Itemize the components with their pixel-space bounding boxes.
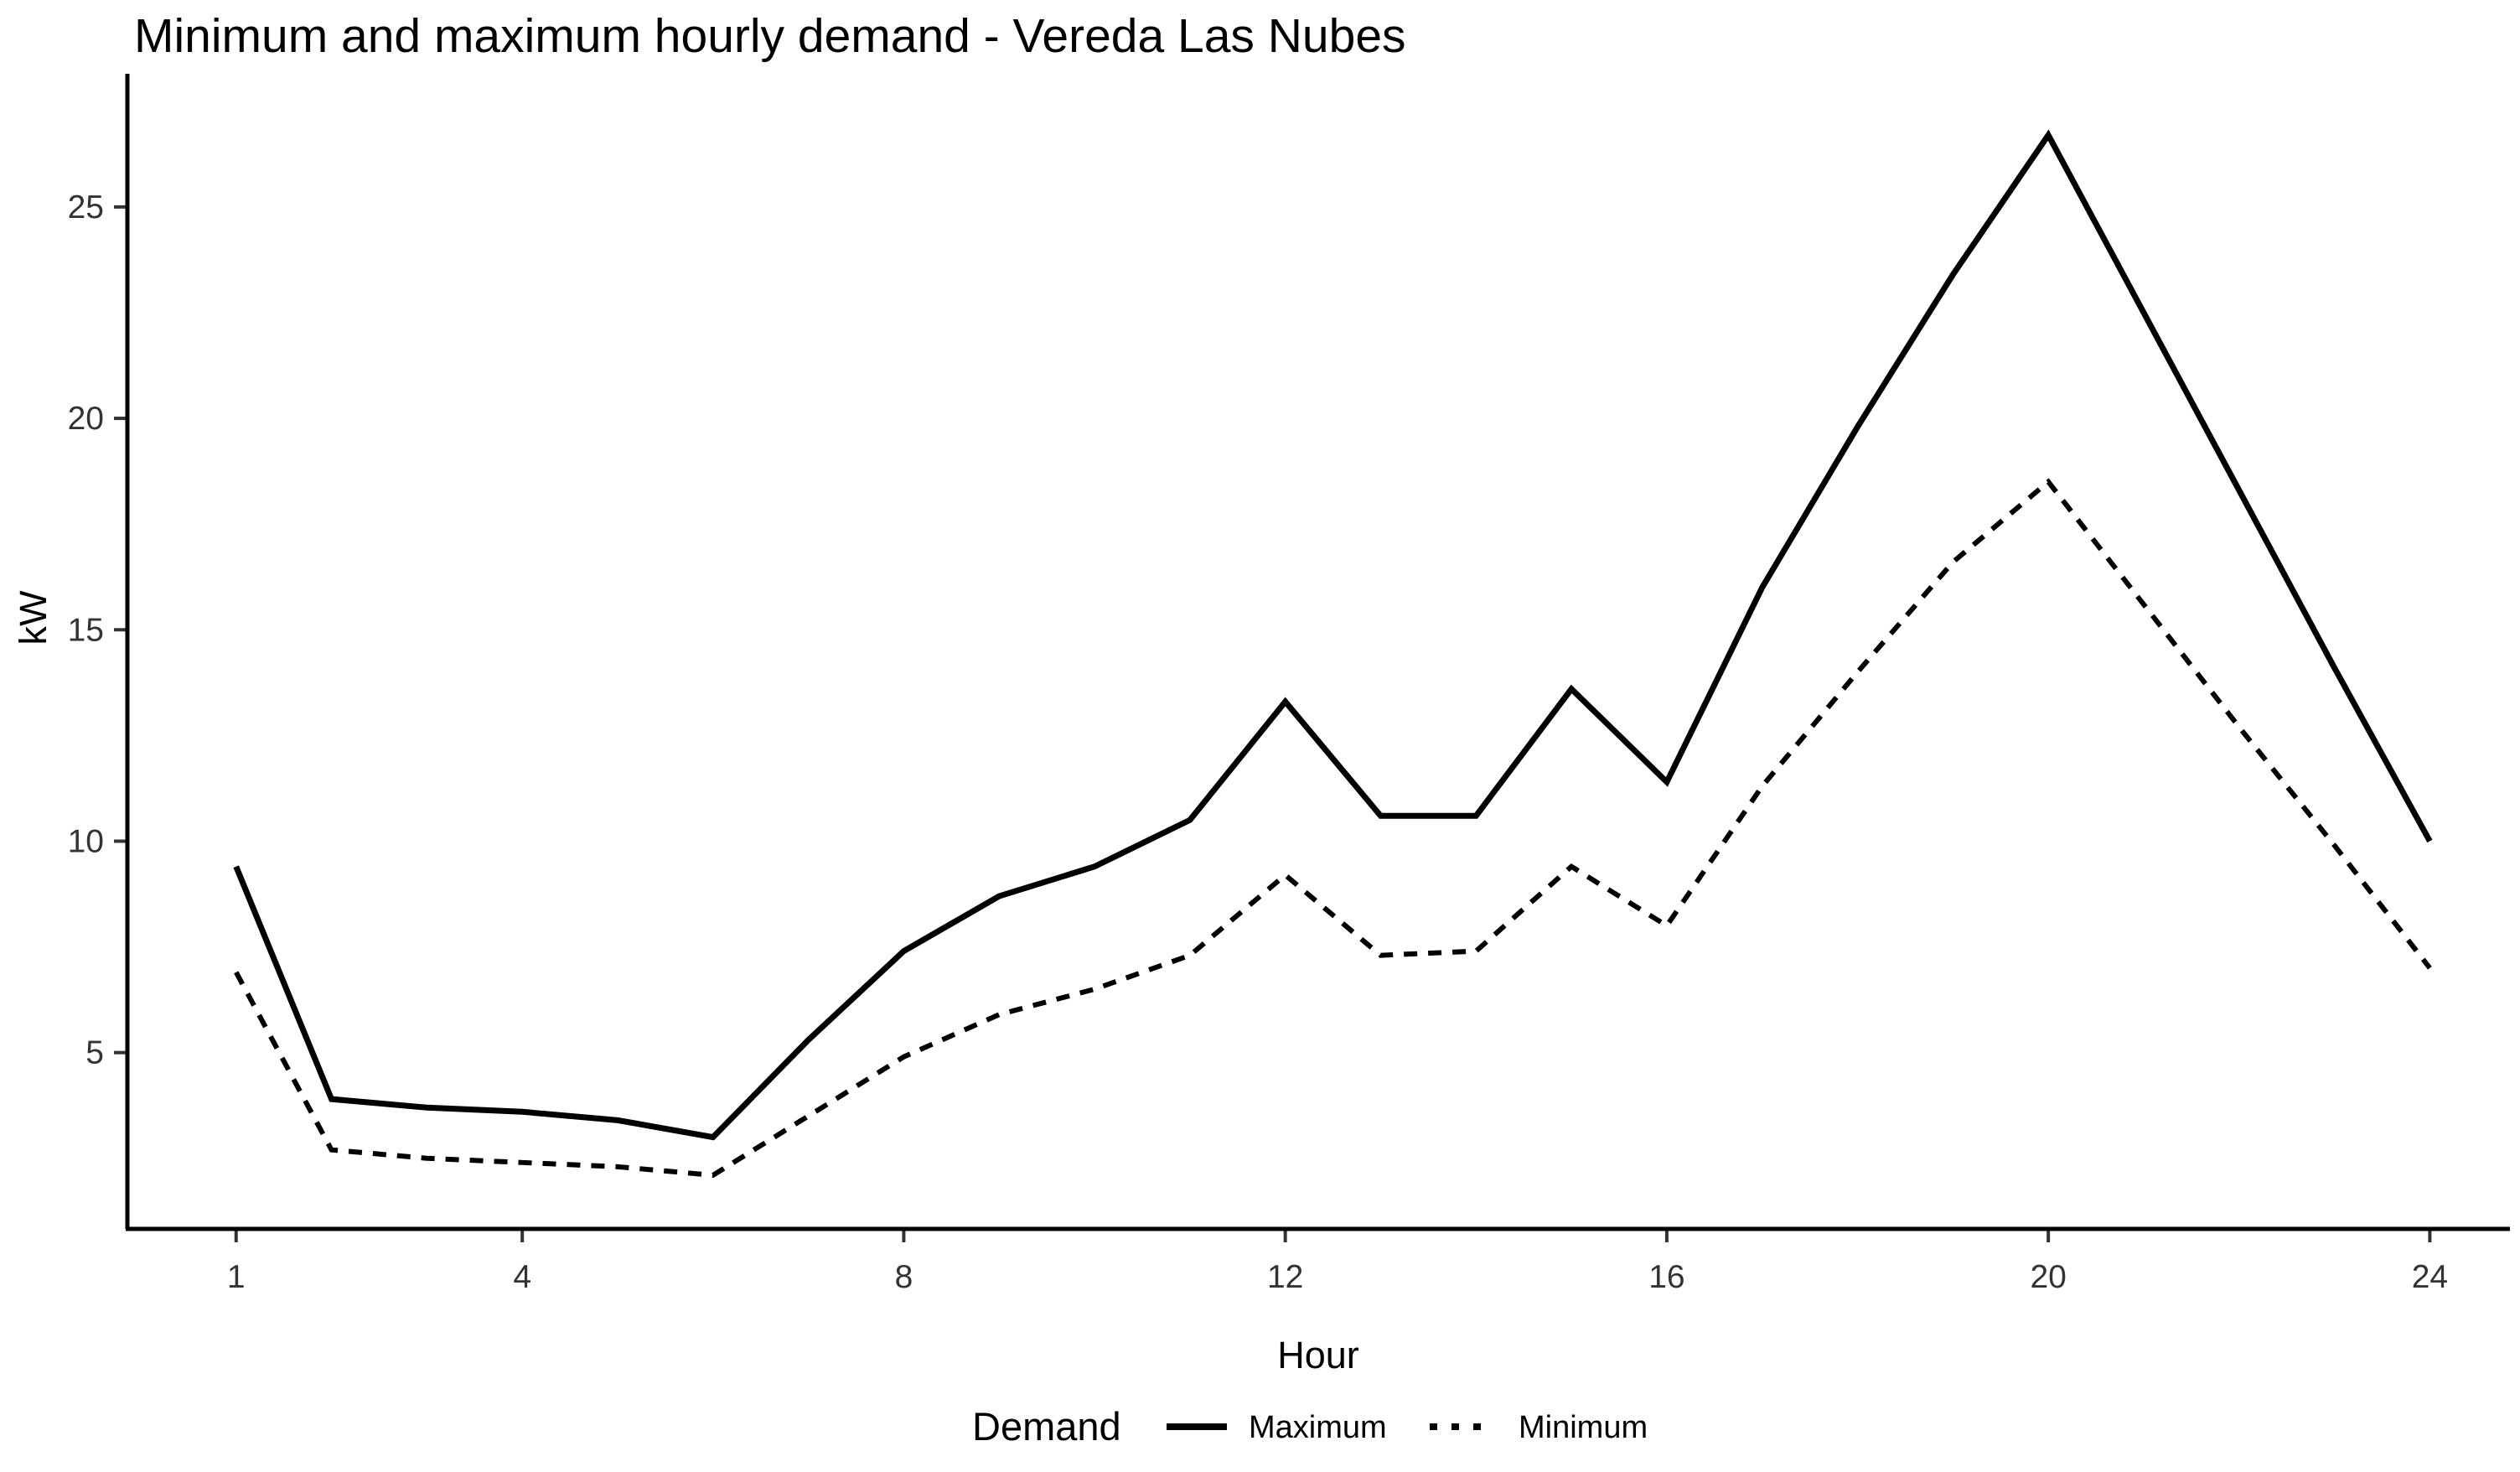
maximum-demand-line [233,129,2433,1141]
x-tick-label: 20 [2030,1259,2066,1295]
x-axis-ticks: 1 4 8 12 16 20 24 [227,1229,2448,1295]
y-tick-label: 5 [85,1035,104,1071]
legend-label-maximum: Maximum [1249,1410,1387,1445]
x-tick-label: 12 [1267,1259,1303,1295]
y-tick-label: 10 [68,823,104,859]
x-tick-label: 1 [227,1259,246,1295]
chart-title: Minimum and maximum hourly demand - Vere… [134,9,1406,63]
x-tick-label: 8 [895,1259,913,1295]
x-tick-label: 24 [2412,1259,2448,1295]
legend: Demand Maximum Minimum [972,1404,1648,1449]
x-tick-label: 16 [1648,1259,1684,1295]
x-tick-label: 4 [513,1259,531,1295]
minimum-demand-line [234,478,2432,1179]
y-axis-title: kW [12,590,54,645]
x-axis-title: Hour [1277,1334,1359,1376]
legend-label-minimum: Minimum [1519,1410,1648,1445]
legend-title: Demand [972,1404,1121,1449]
y-tick-label: 25 [68,189,104,225]
y-axis-ticks: 5 10 15 20 25 [68,189,127,1071]
y-tick-label: 20 [68,401,104,437]
y-tick-label: 15 [68,612,104,648]
